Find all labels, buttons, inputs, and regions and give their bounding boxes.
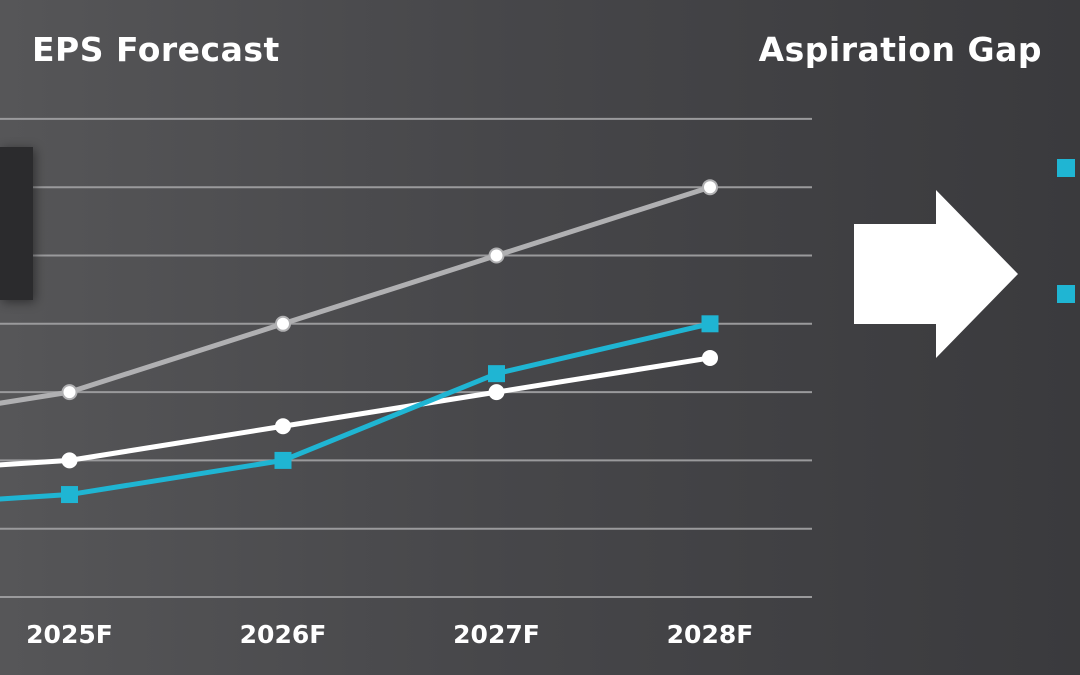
chart-gridlines [0,117,812,598]
data-point [61,384,78,401]
data-point [488,365,505,383]
x-tick-label: 2028F [667,620,754,649]
chart-title: EPS Forecast [32,30,280,69]
legend-square-marker-icon [1057,159,1075,177]
x-tick-label: 2026F [240,620,327,649]
data-point [274,451,292,469]
data-point [702,179,718,196]
aspiration-gap-title: Aspiration Gap [758,30,1042,69]
data-point [61,452,78,469]
data-point [488,247,505,264]
series-line-1 [0,355,711,468]
data-point [61,486,78,504]
series-line-0 [0,184,711,406]
x-tick-label: 2025F [26,620,113,649]
chart-series [0,179,719,504]
right-arrow-icon [854,190,1018,358]
data-point [701,315,719,333]
data-point [275,418,291,435]
x-axis-tick-labels: 2024F2025F2026F2027F2028F [26,620,754,649]
eps-forecast-chart: 2024F2025F2026F2027F2028F [0,117,812,649]
data-point [275,315,291,332]
dark-overlay-panel [0,147,33,300]
data-point [702,349,718,366]
data-point [488,384,505,401]
legend-square-marker-icon [1057,285,1075,303]
x-tick-label: 2027F [453,620,540,649]
